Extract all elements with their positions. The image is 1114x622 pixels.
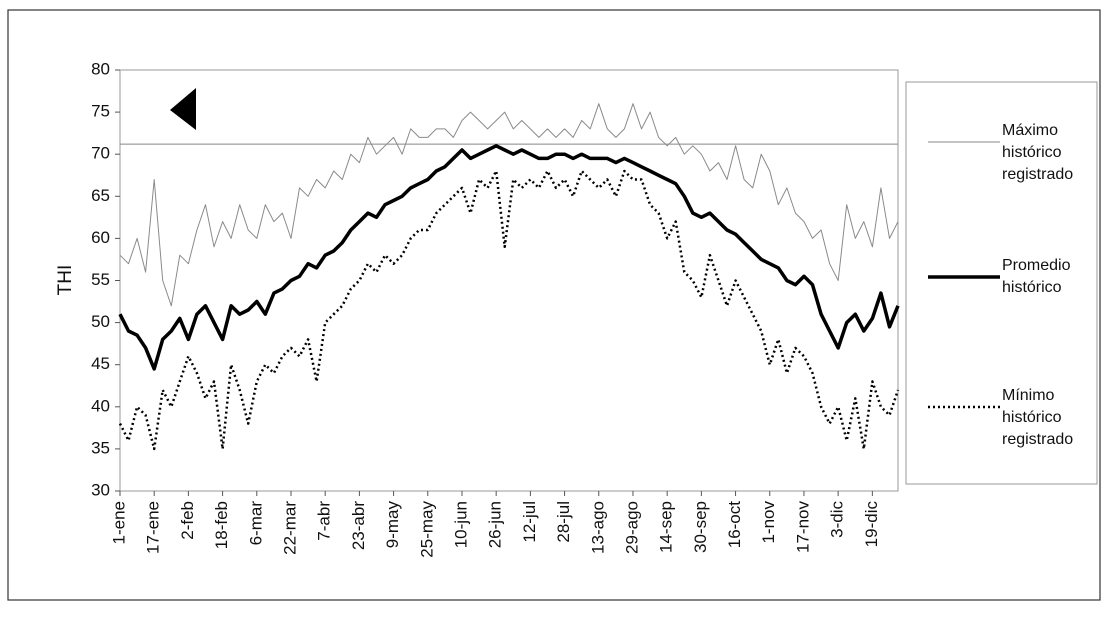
- x-tick-label: 1-ene: [109, 501, 128, 544]
- x-tick-label: 18-feb: [212, 501, 231, 549]
- y-tick-label: 75: [91, 102, 110, 121]
- legend-label: Máximo histórico registrado: [1002, 122, 1074, 183]
- series-line: [118, 169, 900, 451]
- y-tick-label: 50: [91, 312, 110, 331]
- y-tick-label: 40: [91, 396, 110, 415]
- x-tick-label: 14-sep: [657, 501, 676, 553]
- y-tick-label: 35: [91, 438, 110, 457]
- x-tick-label: 10-jun: [451, 501, 470, 548]
- x-tick-label: 1-nov: [759, 501, 778, 544]
- x-tick-label: 3-dic: [828, 501, 847, 538]
- x-tick-label: 23-abr: [349, 501, 368, 550]
- x-tick-label: 16-oct: [725, 501, 744, 549]
- y-tick-label: 70: [91, 144, 110, 163]
- legend-label: Promedio histórico: [1002, 257, 1071, 296]
- legend-label: Mínimo histórico registrado: [1002, 387, 1074, 448]
- y-tick-label: 60: [91, 228, 110, 247]
- x-tick-label: 17-nov: [793, 501, 812, 553]
- legend-box: [905, 81, 1098, 485]
- arrow-marker: [170, 88, 196, 130]
- y-tick-label: 65: [91, 186, 110, 205]
- x-tick-label: 17-ene: [144, 501, 163, 554]
- frame: [7, 9, 1101, 601]
- x-tick-label: 30-sep: [691, 501, 710, 553]
- plot-area: [119, 69, 899, 492]
- x-tick-label: 2-feb: [178, 501, 197, 540]
- x-tick-label: 22-mar: [280, 501, 299, 555]
- y-tick-label: 45: [91, 354, 110, 373]
- series-line: [119, 103, 899, 307]
- y-tick-label: 55: [91, 270, 110, 289]
- y-tick-label: 80: [91, 59, 110, 78]
- x-tick-label: 7-abr: [315, 501, 334, 541]
- series-line: [118, 144, 900, 371]
- x-tick-label: 13-ago: [588, 501, 607, 554]
- x-tick-label: 6-mar: [246, 501, 265, 546]
- x-tick-label: 9-may: [383, 501, 402, 549]
- x-tick-label: 12-jul: [520, 501, 539, 543]
- x-tick-label: 19-dic: [862, 501, 881, 548]
- x-tick-label: 25-may: [417, 501, 436, 558]
- x-tick-label: 26-jun: [486, 501, 505, 548]
- y-tick-label: 30: [91, 480, 110, 499]
- x-tick-label: 28-jul: [554, 501, 573, 543]
- y-axis-label: THI: [55, 265, 76, 296]
- x-tick-label: 29-ago: [622, 501, 641, 554]
